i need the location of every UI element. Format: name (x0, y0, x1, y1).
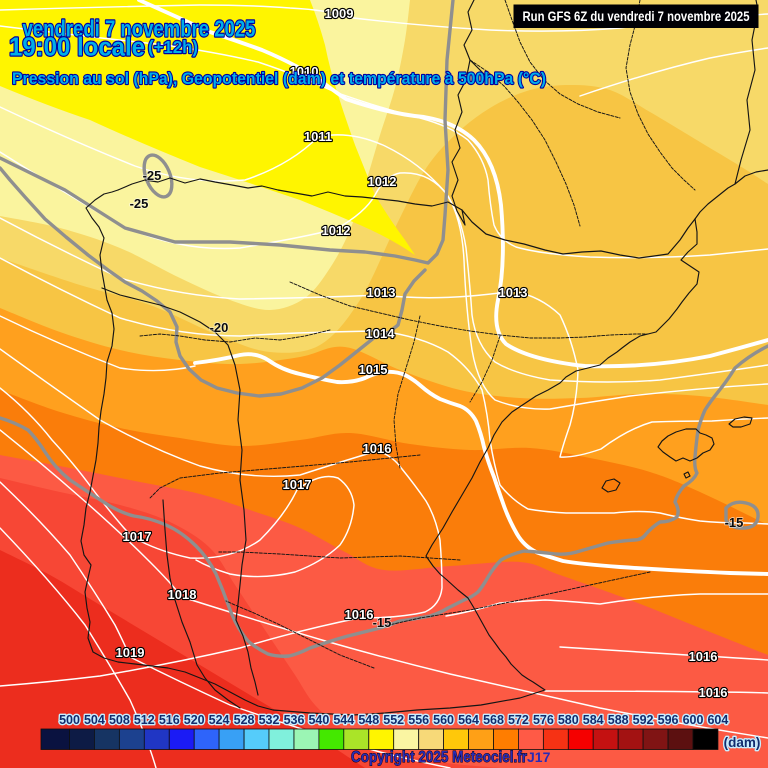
svg-text:528: 528 (234, 713, 255, 727)
svg-text:512: 512 (134, 713, 155, 727)
svg-text:548: 548 (358, 713, 379, 727)
svg-text:536: 536 (284, 713, 305, 727)
svg-text:572: 572 (508, 713, 529, 727)
svg-text:-25: -25 (130, 196, 149, 211)
svg-text:500: 500 (59, 713, 80, 727)
svg-text:588: 588 (608, 713, 629, 727)
svg-text:vendredi 7 novembre 2025: vendredi 7 novembre 2025 (23, 16, 256, 42)
svg-text:580: 580 (558, 713, 579, 727)
svg-text:532: 532 (259, 713, 280, 727)
svg-text:Run GFS 6Z du vendredi 7 novem: Run GFS 6Z du vendredi 7 novembre 2025 (523, 9, 750, 24)
svg-text:568: 568 (483, 713, 504, 727)
svg-text:520: 520 (184, 713, 205, 727)
svg-text:J17: J17 (527, 749, 551, 765)
svg-text:-25: -25 (143, 168, 162, 183)
svg-text:1012: 1012 (368, 174, 397, 189)
svg-text:560: 560 (433, 713, 454, 727)
svg-text:Copyright 2025 Meteociel.fr: Copyright 2025 Meteociel.fr (351, 749, 527, 766)
svg-text:1016: 1016 (363, 441, 392, 456)
svg-text:1012: 1012 (322, 223, 351, 238)
svg-text:1016: 1016 (689, 649, 718, 664)
svg-text:604: 604 (707, 713, 728, 727)
svg-text:1016: 1016 (699, 685, 728, 700)
svg-text:-15: -15 (725, 515, 744, 530)
svg-text:1010: 1010 (290, 64, 319, 79)
svg-text:600: 600 (683, 713, 704, 727)
svg-text:1017: 1017 (283, 477, 312, 492)
svg-text:544: 544 (333, 713, 354, 727)
svg-text:1019: 1019 (116, 645, 145, 660)
svg-text:(dam): (dam) (724, 735, 761, 750)
svg-text:556: 556 (408, 713, 429, 727)
svg-text:Pression au sol (hPa), Geopote: Pression au sol (hPa), Geopotentiel (dam… (12, 70, 546, 88)
svg-text:1009: 1009 (325, 6, 354, 21)
svg-text:1016: 1016 (345, 607, 374, 622)
svg-text:(+12h): (+12h) (148, 37, 198, 57)
svg-text:-20: -20 (210, 320, 229, 335)
svg-text:1018: 1018 (168, 587, 197, 602)
svg-text:516: 516 (159, 713, 180, 727)
svg-text:504: 504 (84, 713, 105, 727)
svg-text:524: 524 (209, 713, 230, 727)
svg-text:1011: 1011 (304, 129, 332, 144)
svg-text:1015: 1015 (359, 362, 388, 377)
svg-text:596: 596 (658, 713, 679, 727)
svg-text:584: 584 (583, 713, 604, 727)
svg-text:1013: 1013 (367, 285, 396, 300)
svg-text:592: 592 (633, 713, 654, 727)
svg-text:564: 564 (458, 713, 479, 727)
svg-text:540: 540 (308, 713, 329, 727)
svg-text:-15: -15 (373, 615, 392, 630)
svg-text:1013: 1013 (499, 285, 528, 300)
svg-text:576: 576 (533, 713, 554, 727)
svg-text:552: 552 (383, 713, 404, 727)
svg-text:1014: 1014 (366, 326, 396, 341)
svg-text:1017: 1017 (123, 529, 152, 544)
svg-text:19:00 locale: 19:00 locale (9, 32, 145, 62)
svg-text:508: 508 (109, 713, 130, 727)
